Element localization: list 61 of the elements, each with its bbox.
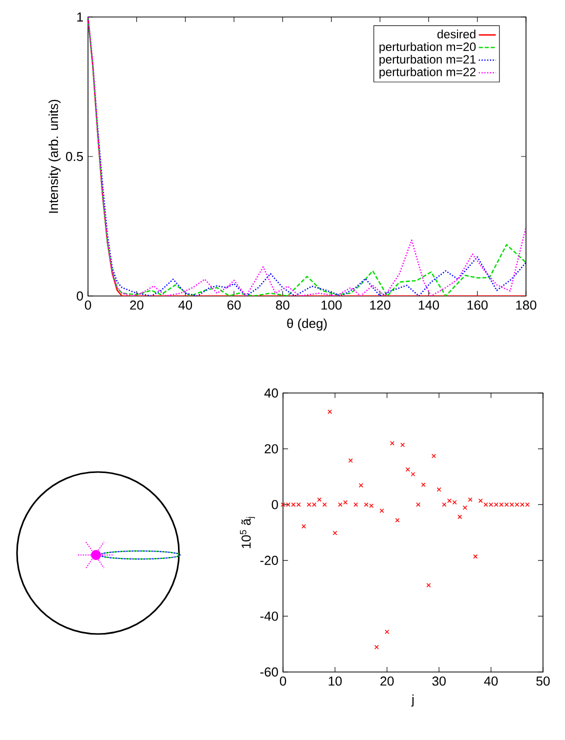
- legend-label: perturbation m=22: [380, 67, 476, 79]
- x-tick-label: 0: [84, 300, 92, 310]
- point: [432, 454, 436, 458]
- x-tick-label: 120: [370, 300, 390, 310]
- x-tick-label: 50: [536, 676, 550, 686]
- legend-label: perturbation m=21: [380, 54, 476, 66]
- y-tick-label: 20: [264, 444, 278, 454]
- y-axis-title: 10$^{5}$ ã$_{j}$: [240, 516, 255, 548]
- point: [374, 644, 379, 650]
- legend-label: desired: [437, 30, 476, 38]
- x-tick-label: 40: [178, 300, 192, 310]
- point: [332, 530, 338, 536]
- x-tick-label: 160: [468, 300, 488, 310]
- legend-label: perturbation m=20: [380, 42, 476, 54]
- point: [348, 458, 353, 463]
- x-tick-label: 20: [380, 676, 394, 686]
- y-tick-label: -40: [260, 612, 278, 621]
- point: [478, 498, 483, 503]
- x-axis-title: j: [411, 694, 414, 707]
- point: [302, 524, 306, 529]
- point: [462, 505, 468, 510]
- point: [322, 502, 327, 507]
- y-tick-label: 1: [77, 12, 83, 22]
- point: [395, 518, 400, 522]
- x-axis-title: θ (deg): [287, 318, 327, 331]
- point: [328, 409, 332, 414]
- point: [317, 497, 322, 502]
- point: [416, 502, 420, 507]
- x-tick-label: 140: [418, 300, 439, 310]
- point: [458, 514, 462, 520]
- x-tick-label: 60: [227, 300, 241, 310]
- y-tick-label: 0: [272, 500, 278, 510]
- point: [354, 502, 358, 507]
- y-tick-label: -60: [260, 667, 278, 677]
- y-tick-label: -20: [260, 556, 278, 565]
- x-tick-label: 10: [328, 676, 342, 686]
- point: [410, 472, 416, 476]
- y-tick-label: 40: [264, 388, 278, 398]
- x-tick-label: 30: [432, 676, 446, 686]
- point: [384, 630, 390, 634]
- point: [442, 502, 446, 507]
- point: [473, 554, 478, 559]
- x-tick-label: 0: [280, 676, 286, 686]
- x-tick-label: 180: [516, 300, 536, 310]
- point: [400, 442, 405, 448]
- x-tick-label: 100: [322, 300, 342, 310]
- point: [380, 508, 384, 513]
- point: [421, 482, 426, 488]
- point: [406, 467, 410, 472]
- x-tick-label: 20: [130, 300, 144, 310]
- line-series: [88, 16, 526, 296]
- y-axis-title: Intensity (arb. units): [48, 100, 61, 213]
- point: [426, 582, 431, 588]
- point: [436, 487, 442, 492]
- y-tick-label: 0.5: [66, 152, 83, 162]
- point: [390, 440, 394, 446]
- x-tick-label: 40: [484, 676, 498, 686]
- y-tick-label: 0: [76, 291, 83, 301]
- point: [468, 497, 472, 502]
- point: [358, 483, 364, 488]
- x-tick-label: 80: [276, 300, 290, 310]
